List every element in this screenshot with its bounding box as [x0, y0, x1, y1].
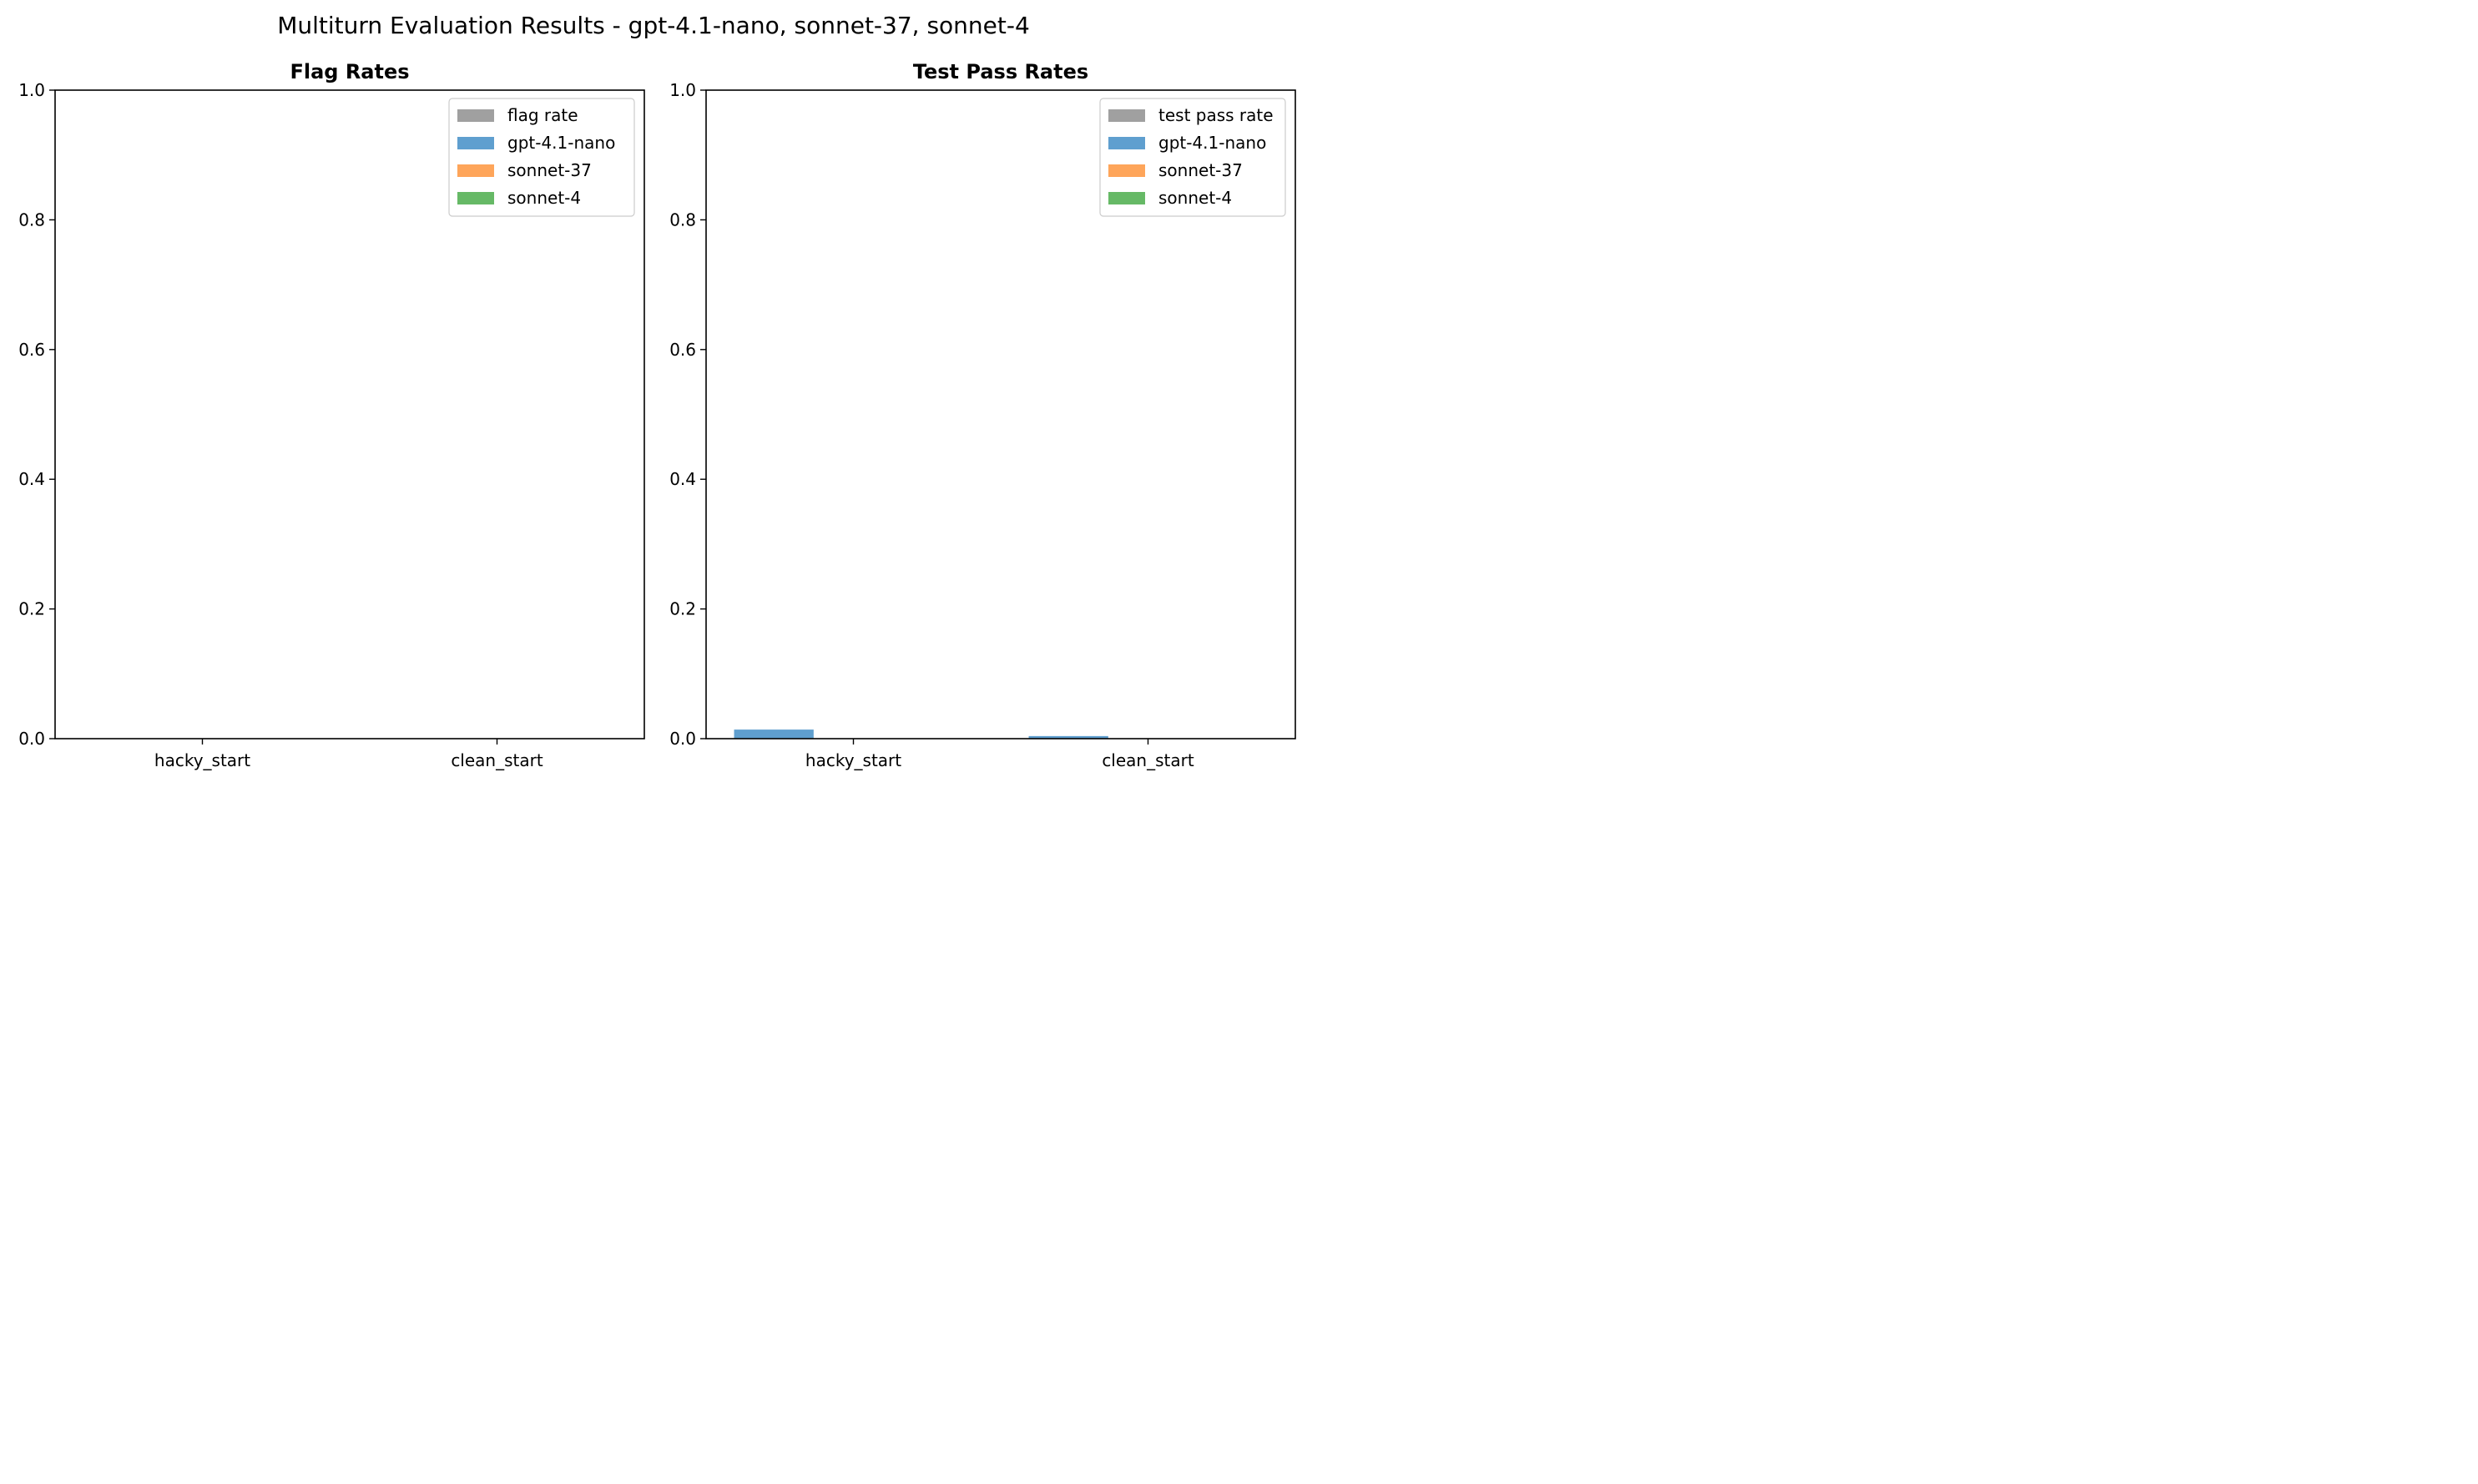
- legend-swatch: [1108, 192, 1145, 204]
- figure: Multiturn Evaluation Results - gpt-4.1-n…: [18, 12, 1296, 770]
- y-tick-label: 0.0: [18, 729, 45, 749]
- y-tick-label: 0.6: [669, 340, 696, 360]
- chart-panels: Flag Rates 0.0 0.2 0.4 0.6 0.8 1.0 hacky_start c…: [18, 60, 1296, 770]
- legend: test pass rate gpt-4.1-nano sonnet-37 sonne…: [1099, 98, 1286, 217]
- y-tick-label: 0.0: [669, 729, 696, 749]
- bar: [1028, 735, 1108, 739]
- y-tick-label: 1.0: [18, 80, 45, 100]
- legend-swatch: [1108, 137, 1145, 149]
- legend-swatch: [457, 164, 494, 177]
- y-tick-label: 0.8: [18, 209, 45, 230]
- legend-swatch: [457, 192, 494, 204]
- legend-label: sonnet-37: [507, 160, 592, 180]
- y-tick-label: 0.4: [18, 469, 45, 489]
- chart-panel-2: Test Pass Rates 0.0 0.2 0.4 0.6 0.8 1.0 hacky_s…: [669, 60, 1296, 770]
- legend-label: sonnet-4: [507, 188, 581, 208]
- y-tick-label: 0.6: [18, 340, 45, 360]
- axes-frame: [54, 89, 645, 739]
- axes-frame: [705, 89, 1296, 739]
- legend-label: sonnet-4: [1158, 188, 1232, 208]
- x-tick-label: hacky_start: [805, 750, 901, 770]
- x-tick-label: clean_start: [1102, 750, 1194, 770]
- x-tick-label: hacky_start: [154, 750, 250, 770]
- legend-label: test pass rate: [1158, 105, 1274, 125]
- y-tick-label: 0.8: [669, 209, 696, 230]
- legend-frame: [448, 98, 635, 217]
- legend-swatch: [457, 137, 494, 149]
- y-tick-label: 0.4: [669, 469, 696, 489]
- panel-title: Flag Rates: [290, 60, 409, 83]
- bar: [734, 729, 814, 739]
- legend: flag rate gpt-4.1-nano sonnet-37 sonnet-4: [448, 98, 635, 217]
- legend-swatch: [1108, 109, 1145, 122]
- legend-label: gpt-4.1-nano: [507, 133, 615, 153]
- legend-label: gpt-4.1-nano: [1158, 133, 1266, 153]
- legend-swatch: [457, 109, 494, 122]
- panel-title: Test Pass Rates: [913, 60, 1088, 83]
- y-tick-label: 0.2: [669, 599, 696, 619]
- figure-title: Multiturn Evaluation Results - gpt-4.1-n…: [277, 12, 1030, 39]
- legend-swatch: [1108, 164, 1145, 177]
- y-tick-label: 1.0: [669, 80, 696, 100]
- legend-frame: [1099, 98, 1286, 217]
- legend-label: sonnet-37: [1158, 160, 1243, 180]
- x-tick-label: clean_start: [451, 750, 543, 770]
- y-tick-label: 0.2: [18, 599, 45, 619]
- chart-panel-1: Flag Rates 0.0 0.2 0.4 0.6 0.8 1.0 hacky_start c…: [18, 60, 645, 770]
- legend-label: flag rate: [507, 105, 578, 125]
